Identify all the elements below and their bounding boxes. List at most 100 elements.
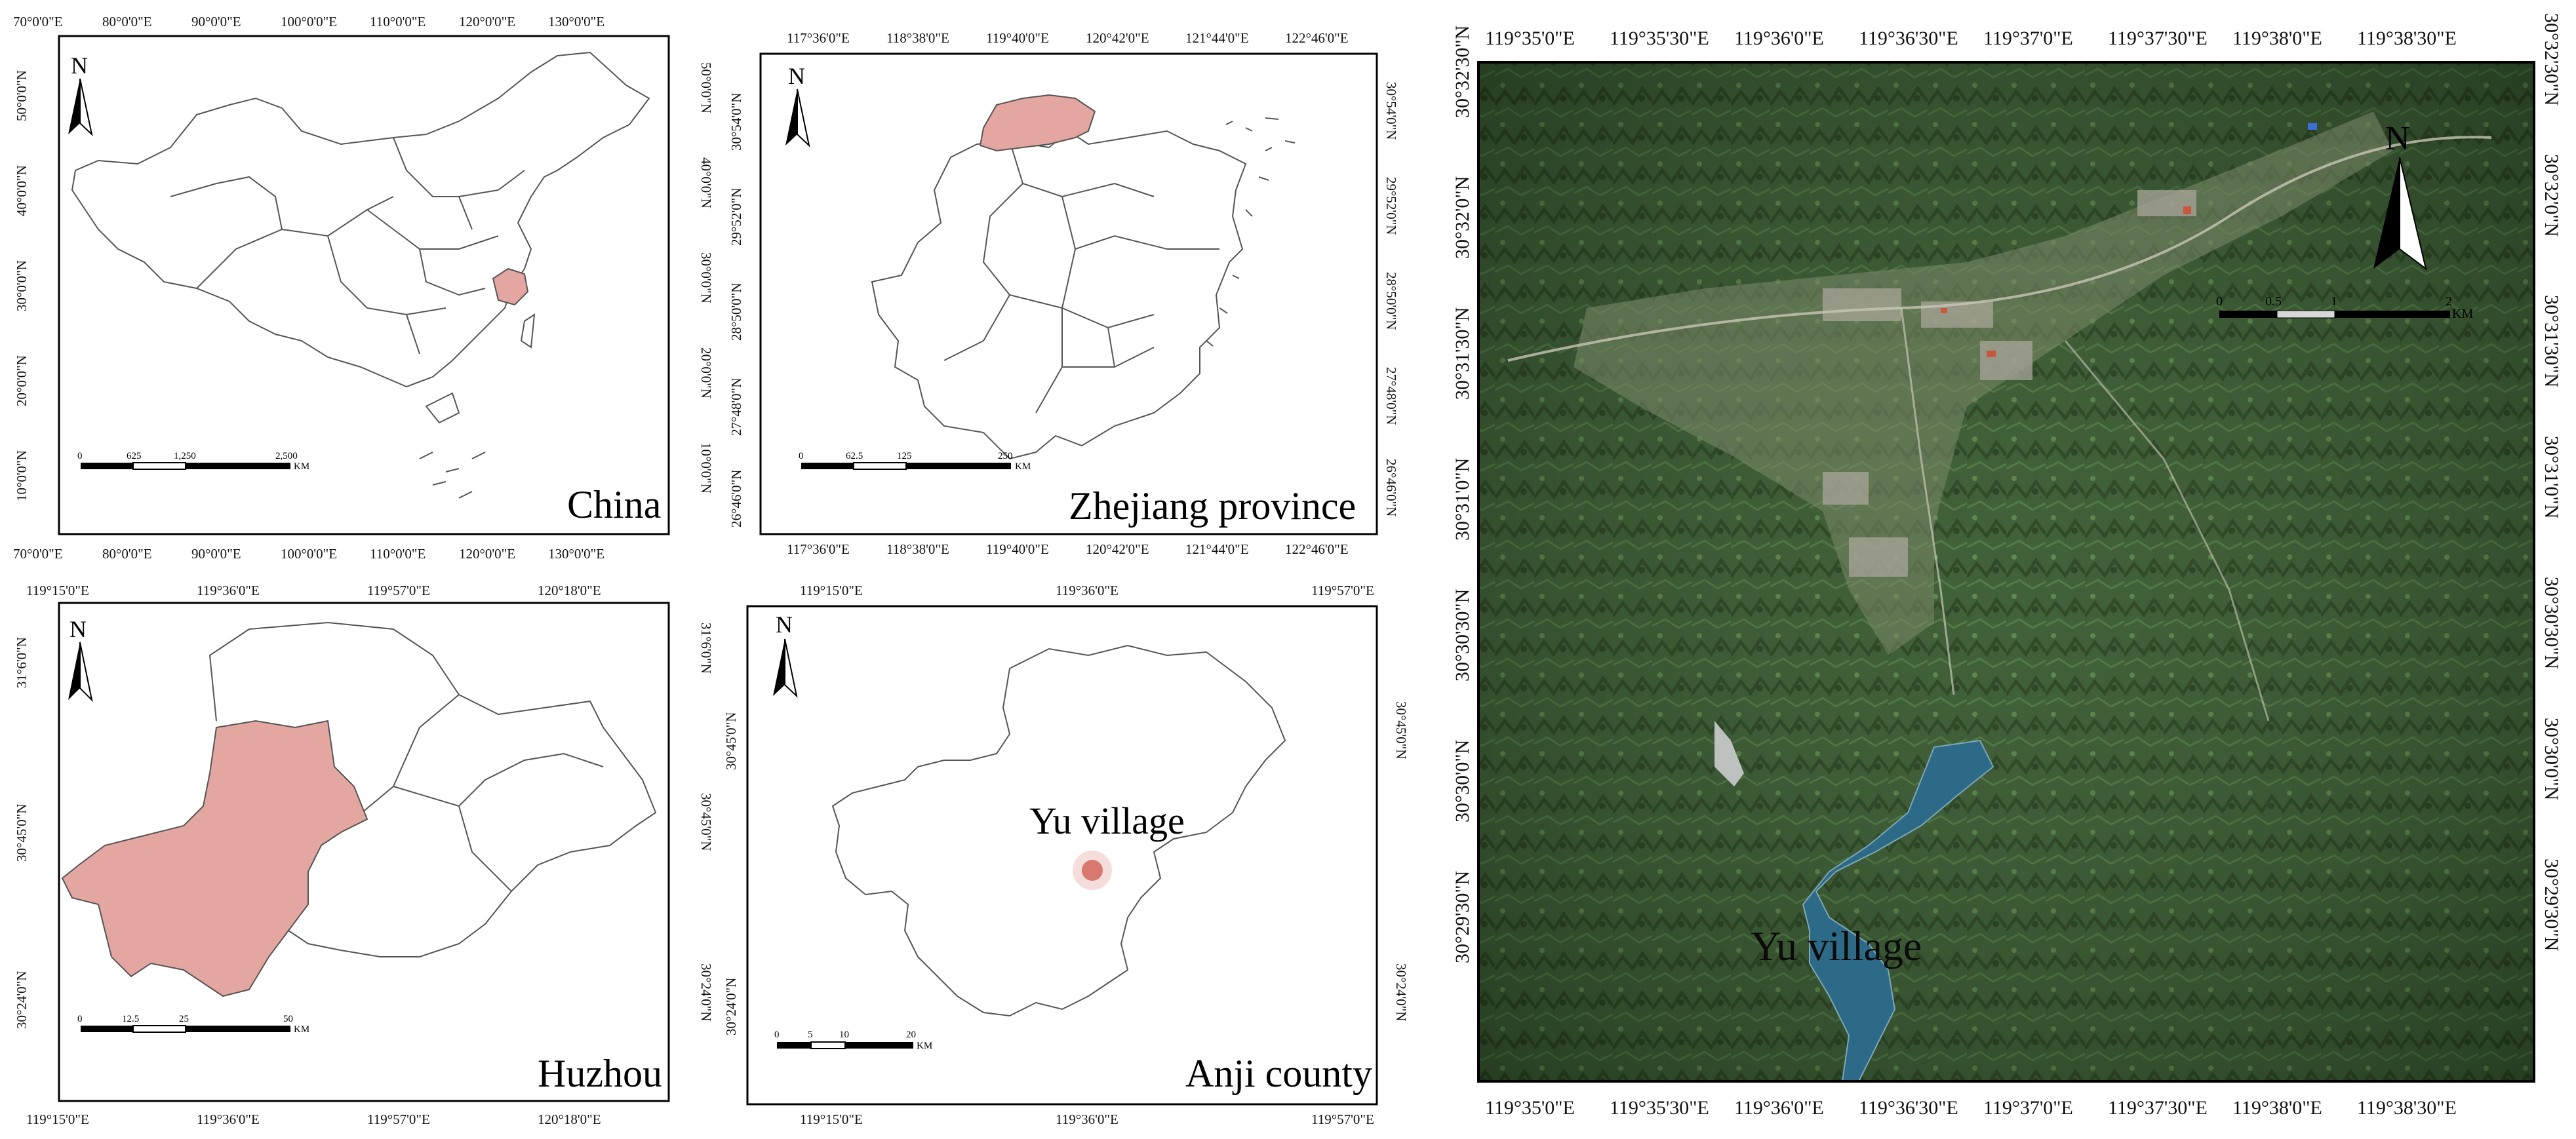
taiwan-island [520, 313, 536, 349]
svg-text:30°45'0"N: 30°45'0"N [698, 793, 714, 851]
zhejiang-left-ticks: 30°54'0"N 29°52'0"N 28°50'0"N 27°48'0"N … [728, 93, 744, 528]
zhejiang-north-arrow: N [785, 63, 810, 147]
huzhou-boundary [208, 621, 657, 957]
panel-anji: Yu village N 0 5 10 20 KM Anji county 11… [723, 583, 1409, 1127]
zhejiang-scale-1: 62.5 [846, 451, 863, 461]
china-scale-3: 2,500 [275, 451, 298, 461]
svg-text:122°46'0"E: 122°46'0"E [1285, 30, 1349, 46]
satellite-left-ticks: 30°32'30"N 30°32'0"N 30°31'30"N 30°31'0"… [1452, 26, 1473, 963]
svg-text:119°36'30"E: 119°36'30"E [1859, 28, 1958, 49]
china-top-ticks: 70°0'0"E 80°0'0"E 90°0'0"E 100°0'0"E 110… [13, 14, 604, 29]
svg-text:20°0'0"N: 20°0'0"N [698, 347, 714, 398]
svg-text:30°31'30"N: 30°31'30"N [1452, 307, 1473, 400]
side-road [1900, 307, 1955, 695]
svg-text:119°35'30"E: 119°35'30"E [1610, 28, 1709, 49]
huzhou-north-label: N [69, 616, 87, 642]
satellite-top-ticks: 119°35'0"E 119°35'30"E 119°36'0"E 119°36… [1485, 28, 2457, 49]
svg-text:120°42'0"E: 120°42'0"E [1086, 30, 1149, 46]
panel-huzhou: N 0 12.5 25 50 KM Huzhou 119°15'0"E 119°… [14, 583, 714, 1127]
zhejiang-cities [943, 140, 1219, 414]
svg-text:26°46'0"N: 26°46'0"N [728, 470, 744, 528]
svg-text:121°44'0"E: 121°44'0"E [1185, 541, 1249, 557]
svg-text:50°0'0"N: 50°0'0"N [14, 70, 30, 121]
anji-top-ticks: 119°15'0"E 119°36'0"E 119°57'0"E [800, 583, 1374, 598]
hainan-island [425, 392, 460, 424]
svg-text:40°0'0"N: 40°0'0"N [698, 157, 714, 208]
svg-text:27°48'0"N: 27°48'0"N [1383, 367, 1399, 425]
china-boundary [71, 51, 650, 388]
huzhou-highlight [979, 94, 1096, 152]
town-patches [1823, 190, 2196, 577]
south-sea-islands [419, 452, 486, 499]
huzhou-top-ticks: 119°15'0"E 119°36'0"E 119°57'0"E 120°18'… [26, 583, 601, 598]
yu-village-marker [1082, 860, 1103, 881]
satellite-bottom-ticks: 119°35'0"E 119°35'30"E 119°36'0"E 119°36… [1485, 1097, 2457, 1119]
svg-text:30°29'30"N: 30°29'30"N [2541, 859, 2562, 951]
svg-text:119°36'30"E: 119°36'30"E [1859, 1097, 1958, 1119]
huzhou-scale-bar: 0 12.5 25 50 KM [77, 1014, 309, 1035]
svg-text:117°36'0"E: 117°36'0"E [787, 30, 850, 46]
satellite-north-arrow: N [2373, 120, 2427, 271]
anji-scale-bar: 0 5 10 20 KM [774, 1030, 932, 1051]
svg-text:119°36'0"E: 119°36'0"E [1734, 28, 1824, 49]
china-bottom-ticks: 70°0'0"E 80°0'0"E 90°0'0"E 100°0'0"E 110… [13, 546, 604, 562]
zhejiang-title: Zhejiang province [1069, 484, 1356, 528]
anji-bottom-ticks: 119°15'0"E 119°36'0"E 119°57'0"E [800, 1111, 1374, 1127]
svg-text:130°0'0"E: 130°0'0"E [548, 546, 604, 562]
svg-text:119°57'0"E: 119°57'0"E [1311, 583, 1374, 598]
anji-north-label: N [776, 611, 793, 638]
zhejiang-scale-2: 125 [897, 451, 912, 461]
svg-text:120°18'0"E: 120°18'0"E [538, 583, 601, 598]
svg-text:100°0'0"E: 100°0'0"E [281, 14, 337, 29]
svg-text:30°31'30"N: 30°31'30"N [2541, 295, 2562, 387]
svg-text:121°44'0"E: 121°44'0"E [1185, 30, 1249, 46]
china-title: China [567, 483, 661, 526]
svg-text:100°0'0"E: 100°0'0"E [281, 546, 337, 562]
zhejiang-islands [1206, 117, 1296, 347]
svg-text:120°0'0"E: 120°0'0"E [459, 546, 515, 562]
svg-text:119°36'0"E: 119°36'0"E [1056, 583, 1119, 598]
blue-roof [2308, 123, 2317, 130]
svg-text:119°37'30"E: 119°37'30"E [2108, 28, 2208, 49]
huzhou-scale-unit: KM [294, 1024, 309, 1035]
svg-text:30°54'0"N: 30°54'0"N [728, 93, 744, 151]
svg-text:119°40'0"E: 119°40'0"E [986, 30, 1049, 46]
svg-text:119°37'30"E: 119°37'30"E [2108, 1097, 2208, 1119]
svg-text:30°24'0"N: 30°24'0"N [723, 978, 739, 1035]
huzhou-left-ticks: 31°6'0"N 30°45'0"N 30°24'0"N [14, 637, 30, 1029]
zhejiang-scale-0: 0 [799, 451, 804, 461]
satellite-scale-unit: KM [2452, 307, 2473, 321]
svg-text:30°0'0"N: 30°0'0"N [698, 252, 714, 303]
satellite-north-label: N [2385, 120, 2410, 157]
zhejiang-right-ticks: 30°54'0"N 29°52'0"N 28°50'0"N 27°48'0"N … [1383, 82, 1399, 516]
svg-text:30°32'0"N: 30°32'0"N [1452, 176, 1473, 259]
svg-text:119°38'30"E: 119°38'30"E [2357, 28, 2457, 49]
svg-text:50°0'0"N: 50°0'0"N [698, 62, 714, 113]
svg-text:30°24'0"N: 30°24'0"N [698, 963, 714, 1021]
svg-text:119°36'0"E: 119°36'0"E [197, 583, 260, 598]
zhejiang-bottom-ticks: 117°36'0"E 118°38'0"E 119°40'0"E 120°42'… [787, 541, 1349, 557]
svg-text:40°0'0"N: 40°0'0"N [14, 165, 30, 216]
zhejiang-scale-unit: KM [1015, 461, 1031, 472]
svg-text:120°18'0"E: 120°18'0"E [538, 1111, 601, 1127]
china-scale-0: 0 [77, 451, 83, 461]
svg-text:30°32'0"N: 30°32'0"N [2541, 154, 2562, 237]
svg-text:70°0'0"E: 70°0'0"E [13, 14, 63, 29]
satellite-scale-2: 1 [2331, 294, 2337, 309]
svg-text:29°52'0"N: 29°52'0"N [1383, 177, 1399, 235]
svg-text:119°15'0"E: 119°15'0"E [800, 583, 863, 598]
china-right-ticks: 50°0'0"N 40°0'0"N 30°0'0"N 20°0'0"N 10°0… [698, 62, 714, 493]
anji-scale-3: 20 [906, 1030, 916, 1040]
china-scale-unit: KM [294, 461, 309, 472]
svg-text:30°30'30"N: 30°30'30"N [1452, 589, 1473, 682]
svg-text:30°29'30"N: 30°29'30"N [1452, 871, 1473, 963]
svg-text:30°45'0"N: 30°45'0"N [723, 712, 739, 770]
huzhou-scale-1: 12.5 [122, 1014, 139, 1024]
anji-boundary [831, 644, 1286, 1017]
svg-text:120°0'0"E: 120°0'0"E [459, 14, 515, 29]
huzhou-north-arrow: N [68, 616, 93, 703]
svg-text:30°54'0"N: 30°54'0"N [1383, 82, 1399, 140]
anji-left-ticks: 30°45'0"N 30°24'0"N [723, 712, 739, 1035]
svg-text:30°30'0"N: 30°30'0"N [1452, 740, 1473, 822]
svg-text:119°35'0"E: 119°35'0"E [1485, 28, 1575, 49]
